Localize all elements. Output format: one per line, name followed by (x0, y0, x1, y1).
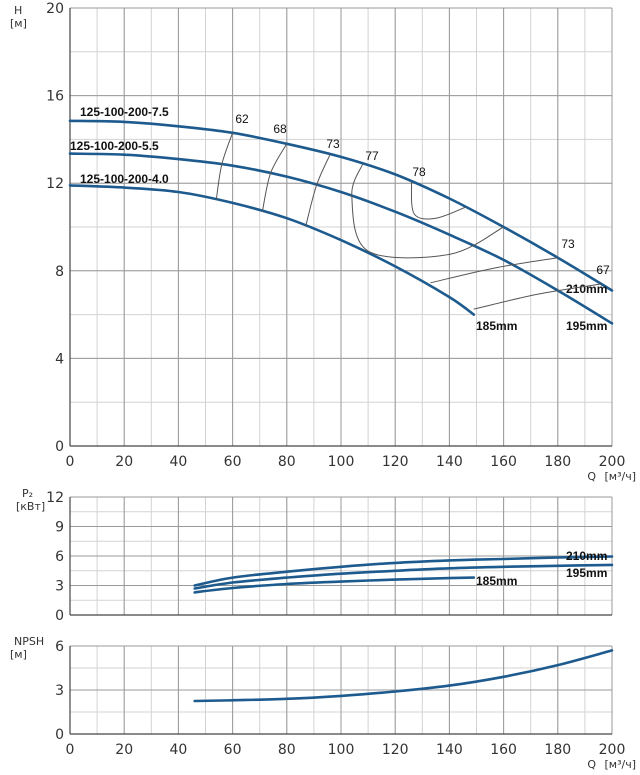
series-end-label: 195mm (566, 319, 607, 333)
efficiency-label: 78 (412, 165, 426, 179)
efficiency-line (215, 132, 234, 200)
x-axis-label: Q (587, 758, 596, 771)
x-tick-label: 0 (66, 454, 75, 470)
x-tick-label: 80 (278, 454, 296, 470)
series-label: 125-100-200-7.5 (80, 105, 169, 119)
y-tick-label: 20 (46, 1, 64, 17)
y-axis-label: NPSH (14, 635, 44, 648)
x-tick-label: 120 (382, 742, 409, 758)
series-line (193, 576, 476, 594)
efficiency-label: 67 (596, 263, 610, 277)
x-tick-label: 140 (436, 454, 463, 470)
x-tick-label: 60 (224, 742, 242, 758)
efficiency-label: 77 (365, 149, 379, 163)
series-label: 125-100-200-5.5 (70, 139, 159, 153)
x-tick-label: 160 (490, 742, 517, 758)
efficiency-label: 62 (235, 112, 249, 126)
x-tick-label: 100 (328, 454, 355, 470)
x-tick-label: 40 (169, 454, 187, 470)
y-tick-label: 6 (55, 549, 64, 565)
series-end-label: 195mm (566, 566, 607, 580)
series-line (68, 184, 476, 316)
x-axis-label: Q (587, 470, 596, 483)
efficiency-label: 68 (273, 122, 287, 136)
x-tick-label: 20 (115, 454, 133, 470)
y-tick-label: 8 (55, 264, 64, 280)
series-line (68, 152, 614, 325)
series-line (193, 563, 614, 590)
x-tick-label: 120 (382, 454, 409, 470)
series-end-label: 185mm (476, 319, 517, 333)
y-tick-label: 0 (55, 608, 64, 624)
series-end-label: 185mm (476, 574, 517, 588)
y-tick-label: 3 (55, 683, 64, 699)
x-axis-unit: [м³/ч] (605, 470, 637, 483)
y-tick-label: 0 (55, 439, 64, 455)
y-tick-label: 16 (46, 89, 64, 105)
y-axis-unit: [м] (10, 648, 27, 661)
efficiency-line (430, 257, 558, 284)
x-tick-label: 200 (599, 742, 626, 758)
x-tick-label: 160 (490, 454, 517, 470)
x-tick-label: 100 (328, 742, 355, 758)
y-axis-label: H (14, 4, 22, 17)
y-axis-label: P₂ (22, 487, 33, 500)
series-end-label: 210mm (566, 549, 607, 563)
series-line (68, 119, 614, 292)
x-tick-label: 20 (115, 742, 133, 758)
x-tick-label: 80 (278, 742, 296, 758)
efficiency-line (261, 143, 288, 212)
y-tick-label: 4 (55, 351, 64, 367)
x-axis-unit: [м³/ч] (605, 758, 637, 771)
y-tick-label: 9 (55, 520, 64, 536)
efficiency-label: 73 (326, 137, 340, 151)
efficiency-label: 73 (561, 237, 575, 251)
power-panel: 0 3 6 9 12 P₂[кВт] 210mm 195mm 185mm (16, 487, 614, 624)
series-end-label: 210mm (566, 282, 607, 296)
efficiency-line (410, 181, 466, 220)
y-axis-unit: [м] (10, 17, 27, 30)
efficiency-line (305, 154, 331, 227)
x-tick-label: 180 (544, 454, 571, 470)
series-label: 125-100-200-4.0 (80, 172, 169, 186)
y-tick-label: 6 (55, 639, 64, 655)
efficiency-line (351, 163, 504, 259)
y-tick-label: 12 (46, 176, 64, 192)
efficiency-line (473, 283, 602, 310)
x-tick-label: 40 (169, 742, 187, 758)
series-line (193, 649, 614, 703)
x-tick-label: 60 (224, 454, 242, 470)
x-tick-label: 180 (544, 742, 571, 758)
y-tick-label: 12 (46, 490, 64, 506)
series-line (193, 555, 614, 587)
x-tick-label: 200 (599, 454, 626, 470)
x-tick-label: 0 (66, 742, 75, 758)
y-axis-unit: [кВт] (16, 500, 45, 513)
y-tick-label: 0 (55, 727, 64, 743)
x-tick-label: 140 (436, 742, 463, 758)
y-tick-label: 3 (55, 579, 64, 595)
